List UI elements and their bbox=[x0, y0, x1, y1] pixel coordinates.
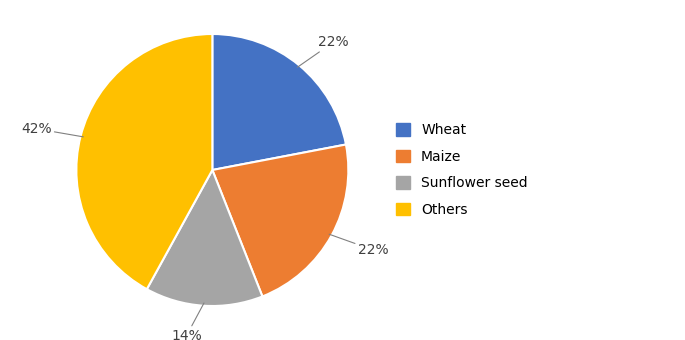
Text: 14%: 14% bbox=[171, 303, 204, 340]
Text: 22%: 22% bbox=[329, 234, 388, 257]
Legend: Wheat, Maize, Sunflower seed, Others: Wheat, Maize, Sunflower seed, Others bbox=[396, 123, 527, 217]
Text: 22%: 22% bbox=[297, 35, 349, 67]
Wedge shape bbox=[147, 170, 262, 306]
Wedge shape bbox=[212, 34, 346, 170]
Wedge shape bbox=[76, 34, 212, 289]
Text: 42%: 42% bbox=[21, 122, 84, 137]
Wedge shape bbox=[212, 144, 349, 296]
